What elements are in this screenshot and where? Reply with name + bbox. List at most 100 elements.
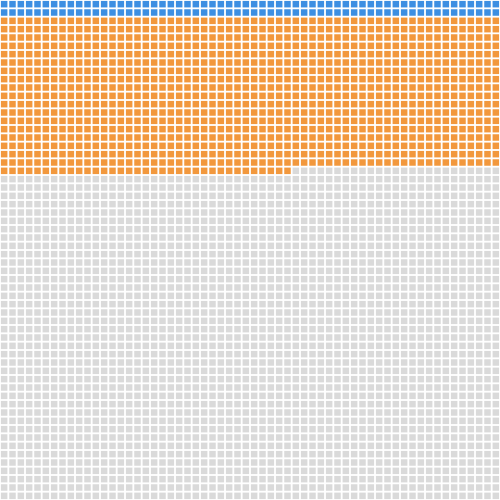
- waffle-cell: [300, 117, 308, 125]
- waffle-cell: [142, 200, 150, 208]
- waffle-cell: [100, 342, 108, 350]
- waffle-cell: [367, 84, 375, 91]
- waffle-cell: [475, 384, 483, 391]
- waffle-cell: [167, 34, 175, 41]
- waffle-cell: [400, 17, 408, 25]
- waffle-cell: [375, 192, 383, 200]
- waffle-cell: [159, 459, 166, 466]
- waffle-cell: [217, 350, 225, 358]
- waffle-cell: [367, 92, 375, 100]
- waffle-cell: [400, 159, 408, 166]
- waffle-cell: [209, 184, 216, 191]
- waffle-cell: [234, 125, 241, 133]
- waffle-cell: [434, 50, 441, 58]
- waffle-cell: [400, 300, 408, 308]
- waffle-cell: [17, 125, 25, 133]
- waffle-cell: [150, 350, 158, 358]
- waffle-cell: [167, 109, 175, 116]
- waffle-cell: [259, 342, 266, 350]
- waffle-cell: [142, 250, 150, 258]
- waffle-cell: [367, 67, 375, 75]
- waffle-cell: [492, 167, 500, 175]
- waffle-cell: [209, 200, 216, 208]
- waffle-cell: [292, 300, 300, 308]
- waffle-cell: [42, 384, 50, 391]
- waffle-cell: [50, 192, 58, 200]
- waffle-cell: [375, 400, 383, 408]
- waffle-cell: [267, 117, 275, 125]
- waffle-cell: [292, 125, 300, 133]
- waffle-cell: [434, 142, 441, 150]
- waffle-cell: [400, 117, 408, 125]
- waffle-cell: [334, 459, 341, 466]
- waffle-cell: [292, 109, 300, 116]
- waffle-cell: [209, 492, 216, 500]
- waffle-cell: [300, 250, 308, 258]
- waffle-cell: [317, 267, 325, 275]
- waffle-cell: [342, 117, 350, 125]
- waffle-cell: [217, 200, 225, 208]
- waffle-cell: [84, 34, 91, 41]
- waffle-cell: [100, 409, 108, 416]
- waffle-cell: [0, 100, 8, 108]
- waffle-cell: [0, 125, 8, 133]
- waffle-cell: [492, 450, 500, 458]
- waffle-cell: [0, 284, 8, 291]
- waffle-cell: [434, 275, 441, 283]
- waffle-cell: [409, 17, 416, 25]
- waffle-cell: [25, 0, 33, 8]
- waffle-cell: [75, 109, 83, 116]
- waffle-cell: [417, 125, 425, 133]
- waffle-cell: [350, 284, 358, 291]
- waffle-cell: [359, 75, 366, 83]
- waffle-cell: [309, 84, 316, 91]
- waffle-cell: [442, 42, 450, 50]
- waffle-cell: [209, 259, 216, 266]
- waffle-cell: [450, 0, 458, 8]
- waffle-cell: [442, 325, 450, 333]
- waffle-cell: [175, 17, 183, 25]
- waffle-cell: [300, 100, 308, 108]
- waffle-cell: [275, 50, 283, 58]
- waffle-cell: [267, 184, 275, 191]
- waffle-cell: [342, 242, 350, 250]
- waffle-cell: [484, 109, 491, 116]
- waffle-cell: [234, 317, 241, 325]
- waffle-cell: [317, 92, 325, 100]
- waffle-cell: [175, 484, 183, 491]
- waffle-cell: [300, 317, 308, 325]
- waffle-cell: [0, 9, 8, 16]
- waffle-cell: [200, 217, 208, 225]
- waffle-cell: [267, 267, 275, 275]
- waffle-cell: [400, 475, 408, 483]
- waffle-cell: [92, 417, 100, 425]
- waffle-cell: [400, 200, 408, 208]
- waffle-cell: [92, 117, 100, 125]
- waffle-cell: [334, 117, 341, 125]
- waffle-cell: [492, 275, 500, 283]
- waffle-cell: [192, 475, 200, 483]
- waffle-cell: [134, 25, 141, 33]
- waffle-cell: [492, 142, 500, 150]
- waffle-cell: [100, 109, 108, 116]
- waffle-cell: [325, 42, 333, 50]
- waffle-cell: [375, 259, 383, 266]
- waffle-cell: [409, 209, 416, 216]
- waffle-cell: [9, 92, 16, 100]
- waffle-cell: [184, 450, 191, 458]
- waffle-cell: [409, 442, 416, 450]
- waffle-cell: [25, 467, 33, 475]
- waffle-cell: [234, 350, 241, 358]
- waffle-cell: [309, 375, 316, 383]
- waffle-cell: [225, 117, 233, 125]
- waffle-cell: [425, 275, 433, 283]
- waffle-cell: [9, 175, 16, 183]
- waffle-cell: [417, 209, 425, 216]
- waffle-cell: [50, 59, 58, 66]
- waffle-cell: [450, 384, 458, 391]
- waffle-cell: [459, 117, 466, 125]
- waffle-cell: [92, 200, 100, 208]
- waffle-cell: [0, 17, 8, 25]
- waffle-cell: [267, 217, 275, 225]
- waffle-cell: [275, 425, 283, 433]
